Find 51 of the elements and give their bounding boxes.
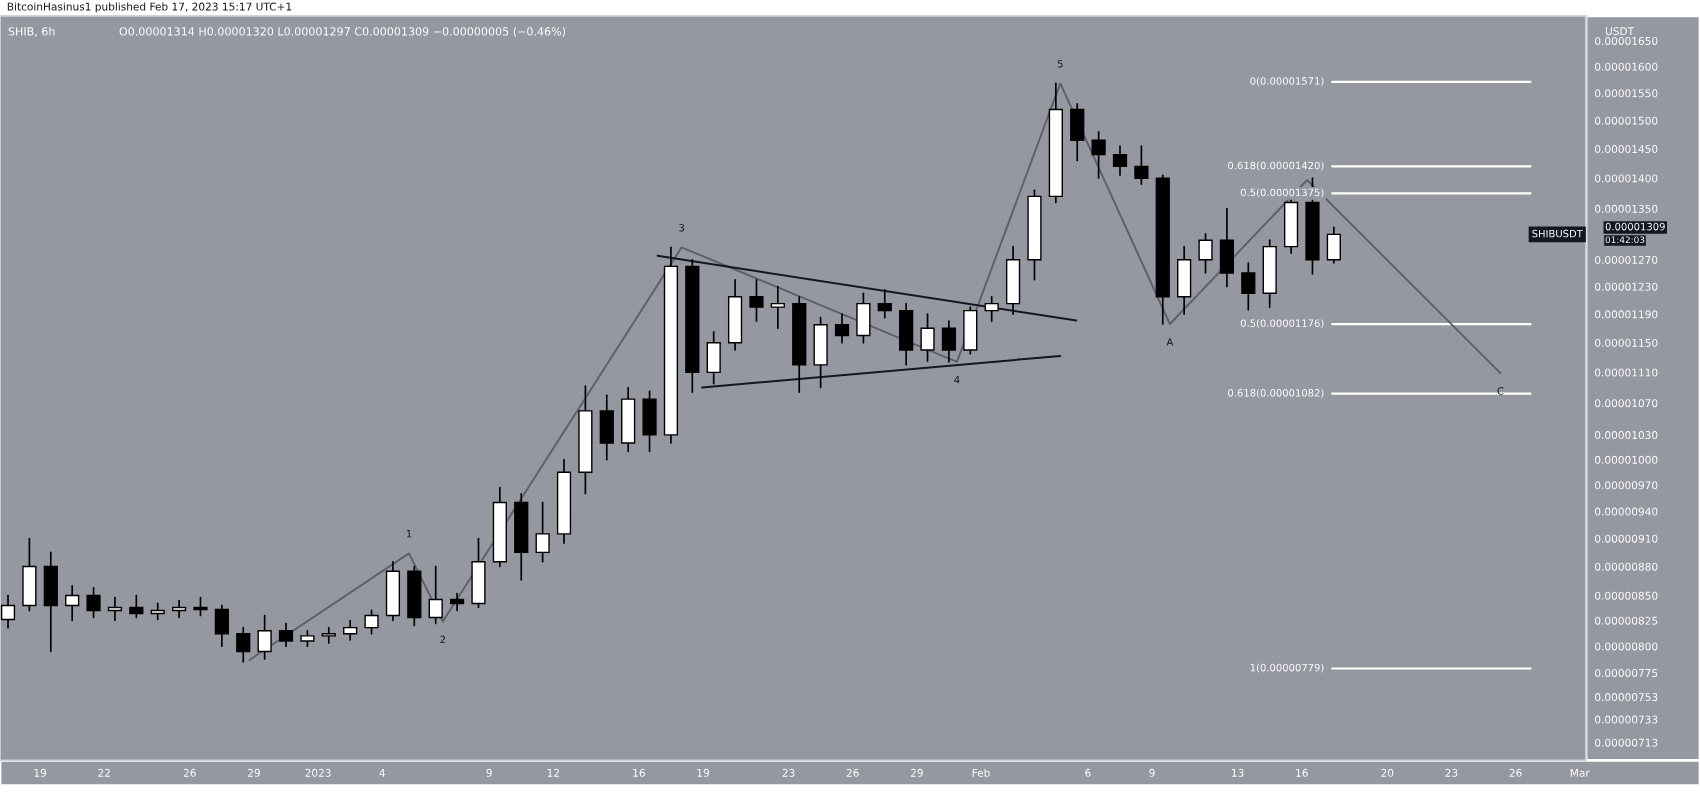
candlestick bbox=[706, 331, 721, 385]
candlestick bbox=[941, 320, 957, 363]
candlestick bbox=[150, 602, 165, 621]
candlestick bbox=[535, 501, 550, 563]
candlestick bbox=[385, 560, 401, 622]
candlestick bbox=[770, 285, 785, 330]
candlestick bbox=[1198, 232, 1213, 274]
candlestick bbox=[642, 390, 657, 453]
candlestick bbox=[22, 537, 37, 612]
candlestick bbox=[727, 278, 743, 351]
candlestick bbox=[214, 604, 229, 648]
candlestick bbox=[1112, 145, 1128, 177]
candlestick bbox=[449, 592, 465, 612]
candlestick bbox=[343, 619, 358, 641]
candlestick bbox=[749, 278, 764, 323]
candlestick bbox=[1134, 145, 1149, 186]
candlestick bbox=[1262, 239, 1277, 308]
candlestick bbox=[1219, 207, 1235, 288]
candlestick bbox=[963, 306, 978, 355]
candlestick bbox=[65, 584, 80, 622]
candlestick bbox=[364, 609, 379, 635]
candlestick bbox=[171, 599, 187, 619]
candlestick bbox=[1326, 226, 1341, 264]
candlestick bbox=[129, 594, 144, 619]
candlestick bbox=[621, 386, 636, 453]
candlestick bbox=[107, 596, 123, 622]
candlestick bbox=[920, 313, 935, 362]
candlestick bbox=[1091, 130, 1106, 180]
candlestick bbox=[471, 537, 486, 609]
candlestick bbox=[599, 394, 614, 461]
candlestick bbox=[257, 614, 272, 660]
line-series bbox=[248, 82, 1502, 661]
candlestick bbox=[899, 302, 914, 366]
candlestick bbox=[1283, 195, 1299, 255]
candlestick bbox=[834, 313, 850, 344]
candlestick bbox=[1241, 262, 1256, 311]
candlestick bbox=[1005, 245, 1021, 315]
candlestick bbox=[1070, 103, 1085, 162]
candlestick bbox=[984, 295, 999, 323]
candlestick bbox=[428, 565, 443, 625]
candlestick bbox=[278, 622, 294, 648]
candlestick bbox=[877, 289, 892, 319]
candlestick bbox=[236, 626, 251, 663]
candlestick bbox=[321, 626, 336, 644]
candlestick bbox=[856, 292, 871, 344]
candlestick bbox=[813, 316, 828, 389]
candlestick bbox=[0, 594, 16, 629]
candlestick bbox=[1177, 245, 1192, 315]
candlestick bbox=[43, 551, 58, 653]
candlestick bbox=[86, 586, 101, 619]
candlestick bbox=[407, 565, 422, 627]
